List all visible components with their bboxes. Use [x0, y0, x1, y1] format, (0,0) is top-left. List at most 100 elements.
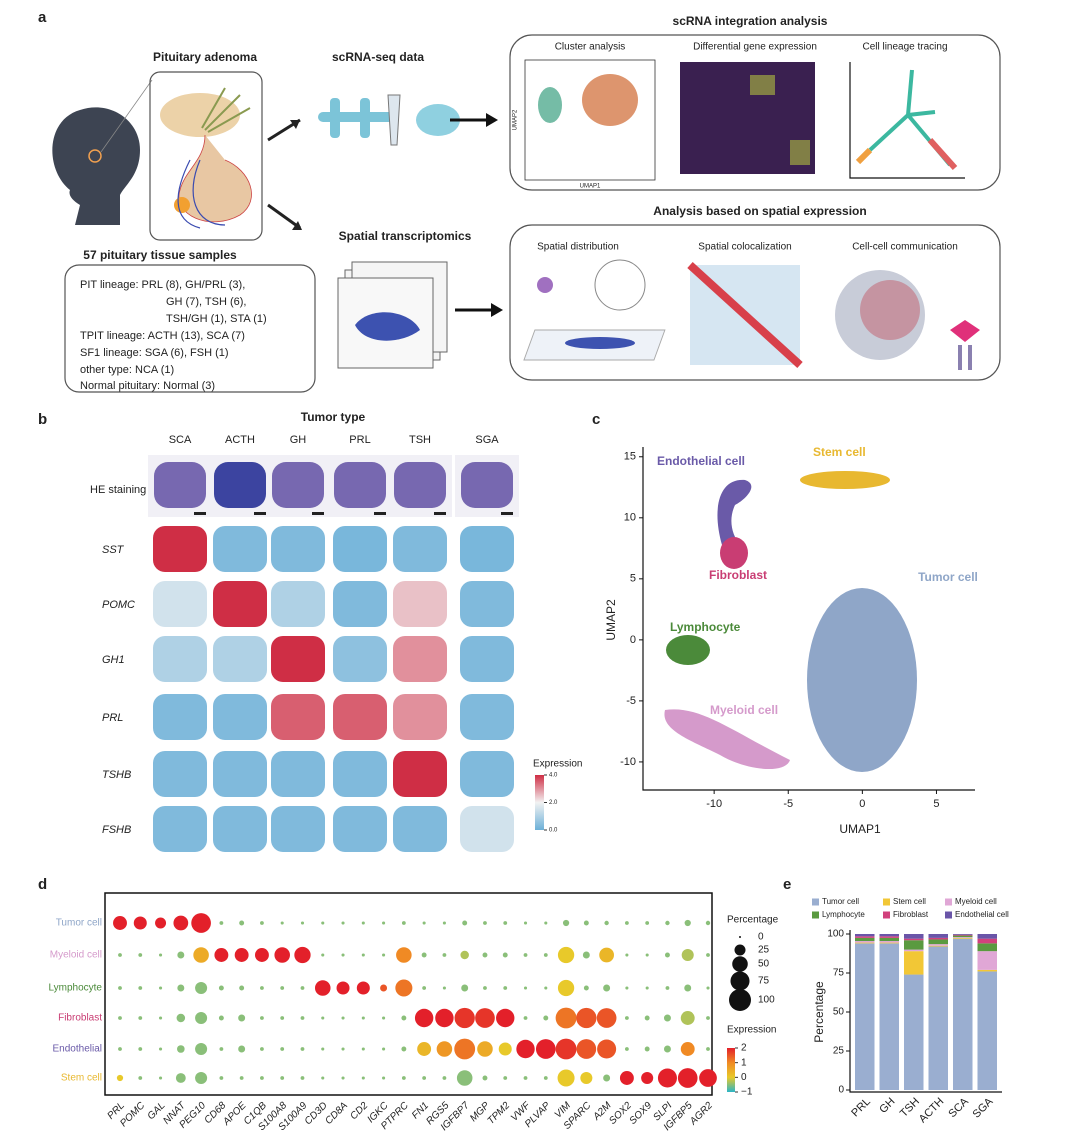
label: Spatial distribution: [537, 242, 619, 253]
bar-segment: [855, 937, 875, 942]
dot: [483, 986, 487, 990]
dot: [177, 984, 185, 992]
label: SF1 lineage: SGA (6), FSH (1): [80, 347, 229, 359]
expression-tile: [271, 694, 325, 740]
label: GH: [877, 1096, 897, 1116]
label: Expression: [727, 1025, 776, 1036]
dot: [234, 948, 249, 962]
expression-tile: [393, 581, 447, 627]
bar-segment: [904, 938, 924, 941]
dot: [583, 920, 589, 926]
dot: [523, 1016, 528, 1020]
label: Expression: [533, 759, 582, 770]
label: Cell-cell communication: [852, 242, 958, 253]
dot: [543, 953, 548, 957]
dot: [680, 1011, 695, 1025]
dot: [193, 947, 209, 963]
label: 100: [758, 995, 775, 1006]
dot: [516, 1039, 535, 1059]
label: SGA: [475, 434, 499, 446]
bar-segment: [977, 934, 997, 939]
label: SOX9: [628, 1100, 655, 1127]
expression-tile: [333, 636, 387, 682]
dot: [195, 981, 208, 995]
dot: [699, 1069, 717, 1087]
dot: [300, 921, 305, 925]
label: TSHB: [102, 769, 131, 781]
dot: [321, 1016, 325, 1020]
dot: [191, 913, 211, 933]
label: Differential gene expression: [693, 42, 817, 53]
label: Cell lineage tracing: [862, 42, 947, 53]
dot: [583, 985, 589, 991]
dot: [684, 919, 691, 927]
dot: [158, 1047, 163, 1051]
dot: [483, 921, 487, 925]
scale-bar: [501, 512, 513, 515]
label: 100: [827, 929, 844, 940]
dot: [219, 1047, 224, 1051]
dot: [219, 921, 224, 925]
bar-segment: [879, 934, 899, 937]
plot-frame: [104, 892, 713, 1096]
dot: [280, 1016, 285, 1020]
label: PRL: [849, 1096, 873, 1120]
label: Percentage: [812, 981, 826, 1043]
size-key: [739, 936, 741, 938]
dot: [663, 1045, 671, 1053]
dot: [314, 980, 331, 996]
label: UMAP1: [580, 184, 601, 190]
expression-tile: [460, 581, 514, 627]
label: -10: [620, 756, 636, 768]
dot: [665, 986, 670, 990]
dot: [596, 1008, 617, 1028]
dot: [705, 920, 711, 926]
dot: [382, 1076, 386, 1080]
dot: [239, 1076, 244, 1080]
bar-segment: [928, 937, 948, 940]
dot: [118, 953, 122, 957]
expression-tile: [271, 806, 325, 852]
bar-segment: [855, 942, 875, 944]
label: Analysis based on spatial expression: [653, 204, 866, 218]
dot: [454, 1038, 476, 1060]
bar-segment: [953, 938, 973, 1090]
label: Spatial colocalization: [698, 242, 791, 253]
size-key: [734, 944, 746, 956]
expression-tile: [271, 636, 325, 682]
dot: [624, 921, 629, 925]
dot: [645, 921, 650, 925]
dot: [557, 946, 575, 964]
dot: [555, 1038, 577, 1060]
dot: [503, 921, 508, 925]
label: 5: [630, 573, 636, 585]
expression-tile: [153, 806, 207, 852]
label: Normal pituitary: Normal (3): [80, 380, 215, 392]
dot: [422, 921, 426, 925]
he-staining: [148, 455, 519, 517]
label: HE staining: [90, 484, 146, 496]
label: Tumor cell: [918, 570, 978, 584]
label: GH (7), TSH (6),: [166, 296, 246, 308]
bar-segment: [904, 949, 924, 952]
dot: [118, 1016, 122, 1020]
dot: [544, 986, 548, 990]
dot: [604, 920, 609, 926]
label: PRL: [349, 434, 370, 446]
dot: [158, 1016, 163, 1020]
dot: [454, 1007, 475, 1029]
bar-segment: [879, 936, 899, 938]
dot: [321, 1076, 325, 1080]
expression-tile: [393, 526, 447, 572]
expression-tile: [333, 806, 387, 852]
dot: [641, 1071, 654, 1085]
dot: [422, 1076, 427, 1080]
label: SST: [102, 544, 125, 556]
label: scRNA-seq data: [332, 50, 424, 64]
label: APOE: [221, 1100, 249, 1128]
label: Spatial transcriptomics: [339, 229, 472, 243]
dot: [677, 1068, 698, 1088]
dot: [321, 953, 325, 957]
expression-tile: [393, 751, 447, 797]
label: AGR2: [687, 1100, 715, 1128]
